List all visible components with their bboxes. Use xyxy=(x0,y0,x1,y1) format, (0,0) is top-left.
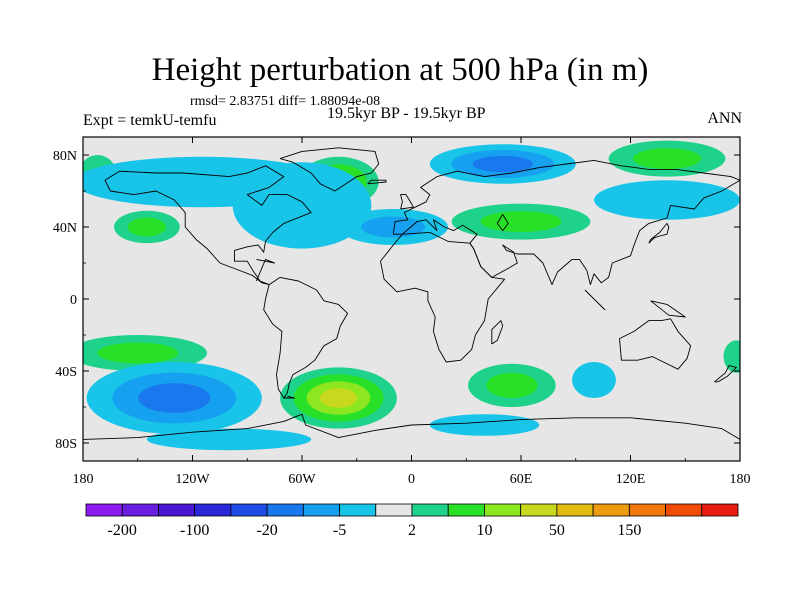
stats-label: rmsd= 2.83751 diff= 1.88094e-08 xyxy=(190,94,381,109)
coastline xyxy=(491,320,504,345)
coastline xyxy=(496,214,509,232)
x-tick-label: 120W xyxy=(175,472,210,487)
x-tick-label: 60W xyxy=(288,472,316,487)
colorbar-swatch xyxy=(665,503,703,517)
anomaly-contour xyxy=(723,340,740,373)
colorbar-swatch xyxy=(628,503,666,517)
colorbar-swatch xyxy=(194,503,232,517)
chart-title: Height perturbation at 500 hPa (in m) xyxy=(151,52,649,88)
coastline xyxy=(619,318,692,370)
y-tick-label: 40N xyxy=(53,221,77,236)
anomaly-contour xyxy=(319,388,358,408)
period-label: 19.5kyr BP - 19.5kyr BP xyxy=(327,105,486,122)
colorbar-swatch xyxy=(375,503,413,517)
colorbar-swatch xyxy=(266,503,304,517)
y-tick-label: 0 xyxy=(70,293,77,308)
anomaly-contour xyxy=(97,342,179,364)
coastline xyxy=(104,165,312,286)
anomaly-contour xyxy=(594,180,740,220)
colorbar-swatch xyxy=(302,503,340,517)
coastline xyxy=(714,365,737,383)
colorbar-label: -5 xyxy=(333,522,346,539)
coastline xyxy=(650,300,686,318)
colorbar-swatch xyxy=(520,503,558,517)
x-tick-label: 60E xyxy=(510,472,533,487)
colorbar-swatch xyxy=(121,503,159,517)
colorbar-swatch xyxy=(484,503,522,517)
anomaly-contour xyxy=(572,362,616,398)
anomaly-contour xyxy=(361,216,426,238)
experiment-label: Expt = temkU-temfu xyxy=(83,112,217,129)
anomaly-contour xyxy=(472,155,533,173)
anomaly-contour xyxy=(480,211,562,233)
axes: 180 120W 60W 0 60E 120E 180 80N 40N 0 40S 80S xyxy=(53,137,751,487)
colorbar-label: -20 xyxy=(256,522,277,539)
coastline xyxy=(283,395,296,399)
colorbar-swatch xyxy=(592,503,630,517)
colorbar-swatch xyxy=(339,503,377,517)
coastline xyxy=(648,222,670,244)
colorbar-swatch xyxy=(230,503,268,517)
anomaly-contour xyxy=(138,383,211,413)
colorbar-swatch xyxy=(556,503,594,517)
y-tick-label: 80N xyxy=(53,149,77,164)
x-tick-label: 180 xyxy=(730,472,751,487)
coastline xyxy=(380,231,506,363)
coastline xyxy=(584,289,606,311)
anomaly-contour xyxy=(127,217,167,237)
colorbar-label: -100 xyxy=(180,522,209,539)
anomaly-contour xyxy=(232,162,372,249)
anomaly-contour xyxy=(146,428,312,451)
coastline xyxy=(263,276,349,399)
colorbar-label: 10 xyxy=(476,522,492,539)
coastline xyxy=(400,194,414,210)
colorbar-swatch xyxy=(158,503,196,517)
coastline xyxy=(367,179,387,185)
x-tick-label: 0 xyxy=(408,472,415,487)
coastline xyxy=(279,147,380,192)
colorbar-swatch xyxy=(447,503,485,517)
colorbar-swatch xyxy=(411,503,449,517)
anomaly-contour xyxy=(429,414,540,436)
colorbar-label: -200 xyxy=(108,522,137,539)
colorbar-swatch xyxy=(85,503,123,517)
coastline xyxy=(83,413,740,440)
coastline xyxy=(255,258,276,282)
season-label: ANN xyxy=(707,110,742,127)
x-tick-label: 180 xyxy=(73,472,94,487)
x-tick-label: 120E xyxy=(616,472,646,487)
y-tick-label: 80S xyxy=(55,437,77,452)
anomaly-contours xyxy=(83,140,740,451)
anomaly-contour xyxy=(486,372,538,398)
colorbar-label: 50 xyxy=(549,522,565,539)
colorbar: -200 -100 -20 -5 2 10 50 150 xyxy=(85,503,739,539)
colorbar-label: 150 xyxy=(617,522,641,539)
anomaly-contour xyxy=(632,148,702,170)
colorbar-label: 2 xyxy=(408,522,416,539)
y-tick-label: 40S xyxy=(55,365,77,380)
coastlines xyxy=(83,147,740,440)
colorbar-swatch xyxy=(701,503,739,517)
